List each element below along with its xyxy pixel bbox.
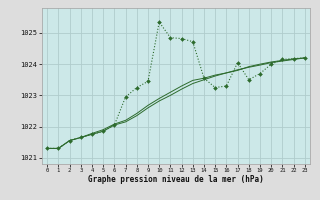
X-axis label: Graphe pression niveau de la mer (hPa): Graphe pression niveau de la mer (hPa) <box>88 175 264 184</box>
